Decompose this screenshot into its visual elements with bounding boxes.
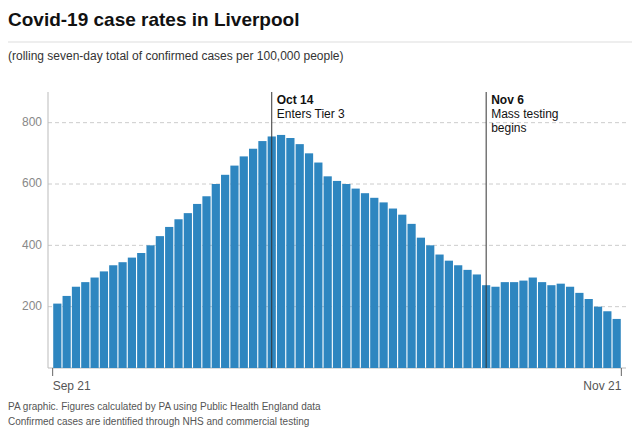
bars xyxy=(53,135,621,368)
subtitle: (rolling seven-day total of confirmed ca… xyxy=(8,49,344,63)
annotation-title: Nov 6 xyxy=(491,93,524,107)
bar xyxy=(352,189,360,368)
title: Covid-19 case rates in Liverpool xyxy=(8,9,299,30)
bar xyxy=(277,135,285,368)
bar xyxy=(473,274,481,368)
bar xyxy=(314,163,322,368)
bar xyxy=(342,184,350,368)
bar xyxy=(212,184,220,368)
bar xyxy=(557,284,565,368)
bar xyxy=(100,271,108,368)
annotation-text: Enters Tier 3 xyxy=(277,107,345,121)
bar xyxy=(538,282,546,368)
bar xyxy=(361,193,369,368)
bar xyxy=(463,270,471,368)
bar xyxy=(296,144,304,368)
x-tick-label: Nov 21 xyxy=(583,379,621,393)
bar xyxy=(72,287,80,368)
chart: Covid-19 case rates in Liverpool (rolling… xyxy=(0,0,640,442)
bar xyxy=(109,265,117,368)
bar xyxy=(305,153,313,368)
bar xyxy=(585,299,593,368)
bar xyxy=(529,278,537,368)
grid-line xyxy=(48,122,626,123)
y-tick-label: 200 xyxy=(22,299,42,313)
bar xyxy=(426,245,434,368)
bar xyxy=(435,255,443,368)
bar xyxy=(407,224,415,368)
bar xyxy=(221,175,229,368)
bar xyxy=(445,261,453,368)
bar xyxy=(613,319,621,368)
bar xyxy=(398,215,406,368)
annotation-title: Oct 14 xyxy=(277,93,314,107)
bar xyxy=(575,293,583,368)
bar xyxy=(193,204,201,368)
bar xyxy=(137,253,145,368)
bar xyxy=(249,149,257,368)
y-tick-label: 400 xyxy=(22,238,42,252)
bar xyxy=(566,287,574,368)
bar xyxy=(389,209,397,368)
bar xyxy=(230,166,238,368)
bar xyxy=(146,245,154,368)
bar xyxy=(240,156,248,368)
chart-container: Covid-19 case rates in Liverpool (rolling… xyxy=(0,0,640,442)
bar xyxy=(174,219,182,368)
annotation-line xyxy=(486,92,487,368)
bar xyxy=(258,141,266,368)
bar xyxy=(118,262,126,368)
bar xyxy=(156,236,164,368)
bar xyxy=(81,282,89,368)
y-axis-line xyxy=(48,92,49,368)
y-tick-label: 800 xyxy=(22,115,42,129)
annotation-text: Mass testingbegins xyxy=(491,107,558,135)
bar xyxy=(417,238,425,368)
bar xyxy=(53,304,61,368)
bar xyxy=(491,287,499,368)
bar xyxy=(324,176,332,368)
bar xyxy=(128,258,136,368)
bar xyxy=(510,282,518,368)
bar xyxy=(165,227,173,368)
bar xyxy=(547,285,555,368)
footnote: Confirmed cases are identified through N… xyxy=(8,416,309,427)
x-tick xyxy=(621,368,622,376)
x-tick-label: Sep 21 xyxy=(53,379,91,393)
bar xyxy=(184,213,192,368)
bar xyxy=(333,181,341,368)
bar xyxy=(91,278,99,368)
bar xyxy=(380,202,388,368)
footnote: PA graphic. Figures calculated by PA usi… xyxy=(8,401,321,412)
annotation-line xyxy=(271,92,272,368)
bar xyxy=(63,296,71,368)
bar xyxy=(603,311,611,368)
bar xyxy=(594,307,602,368)
bar xyxy=(454,265,462,368)
bar xyxy=(370,198,378,368)
separator xyxy=(8,42,632,43)
bar xyxy=(519,281,527,368)
y-tick-label: 600 xyxy=(22,176,42,190)
x-tick xyxy=(52,368,53,376)
bar xyxy=(202,196,210,368)
bar xyxy=(286,138,294,368)
bar xyxy=(501,282,509,368)
